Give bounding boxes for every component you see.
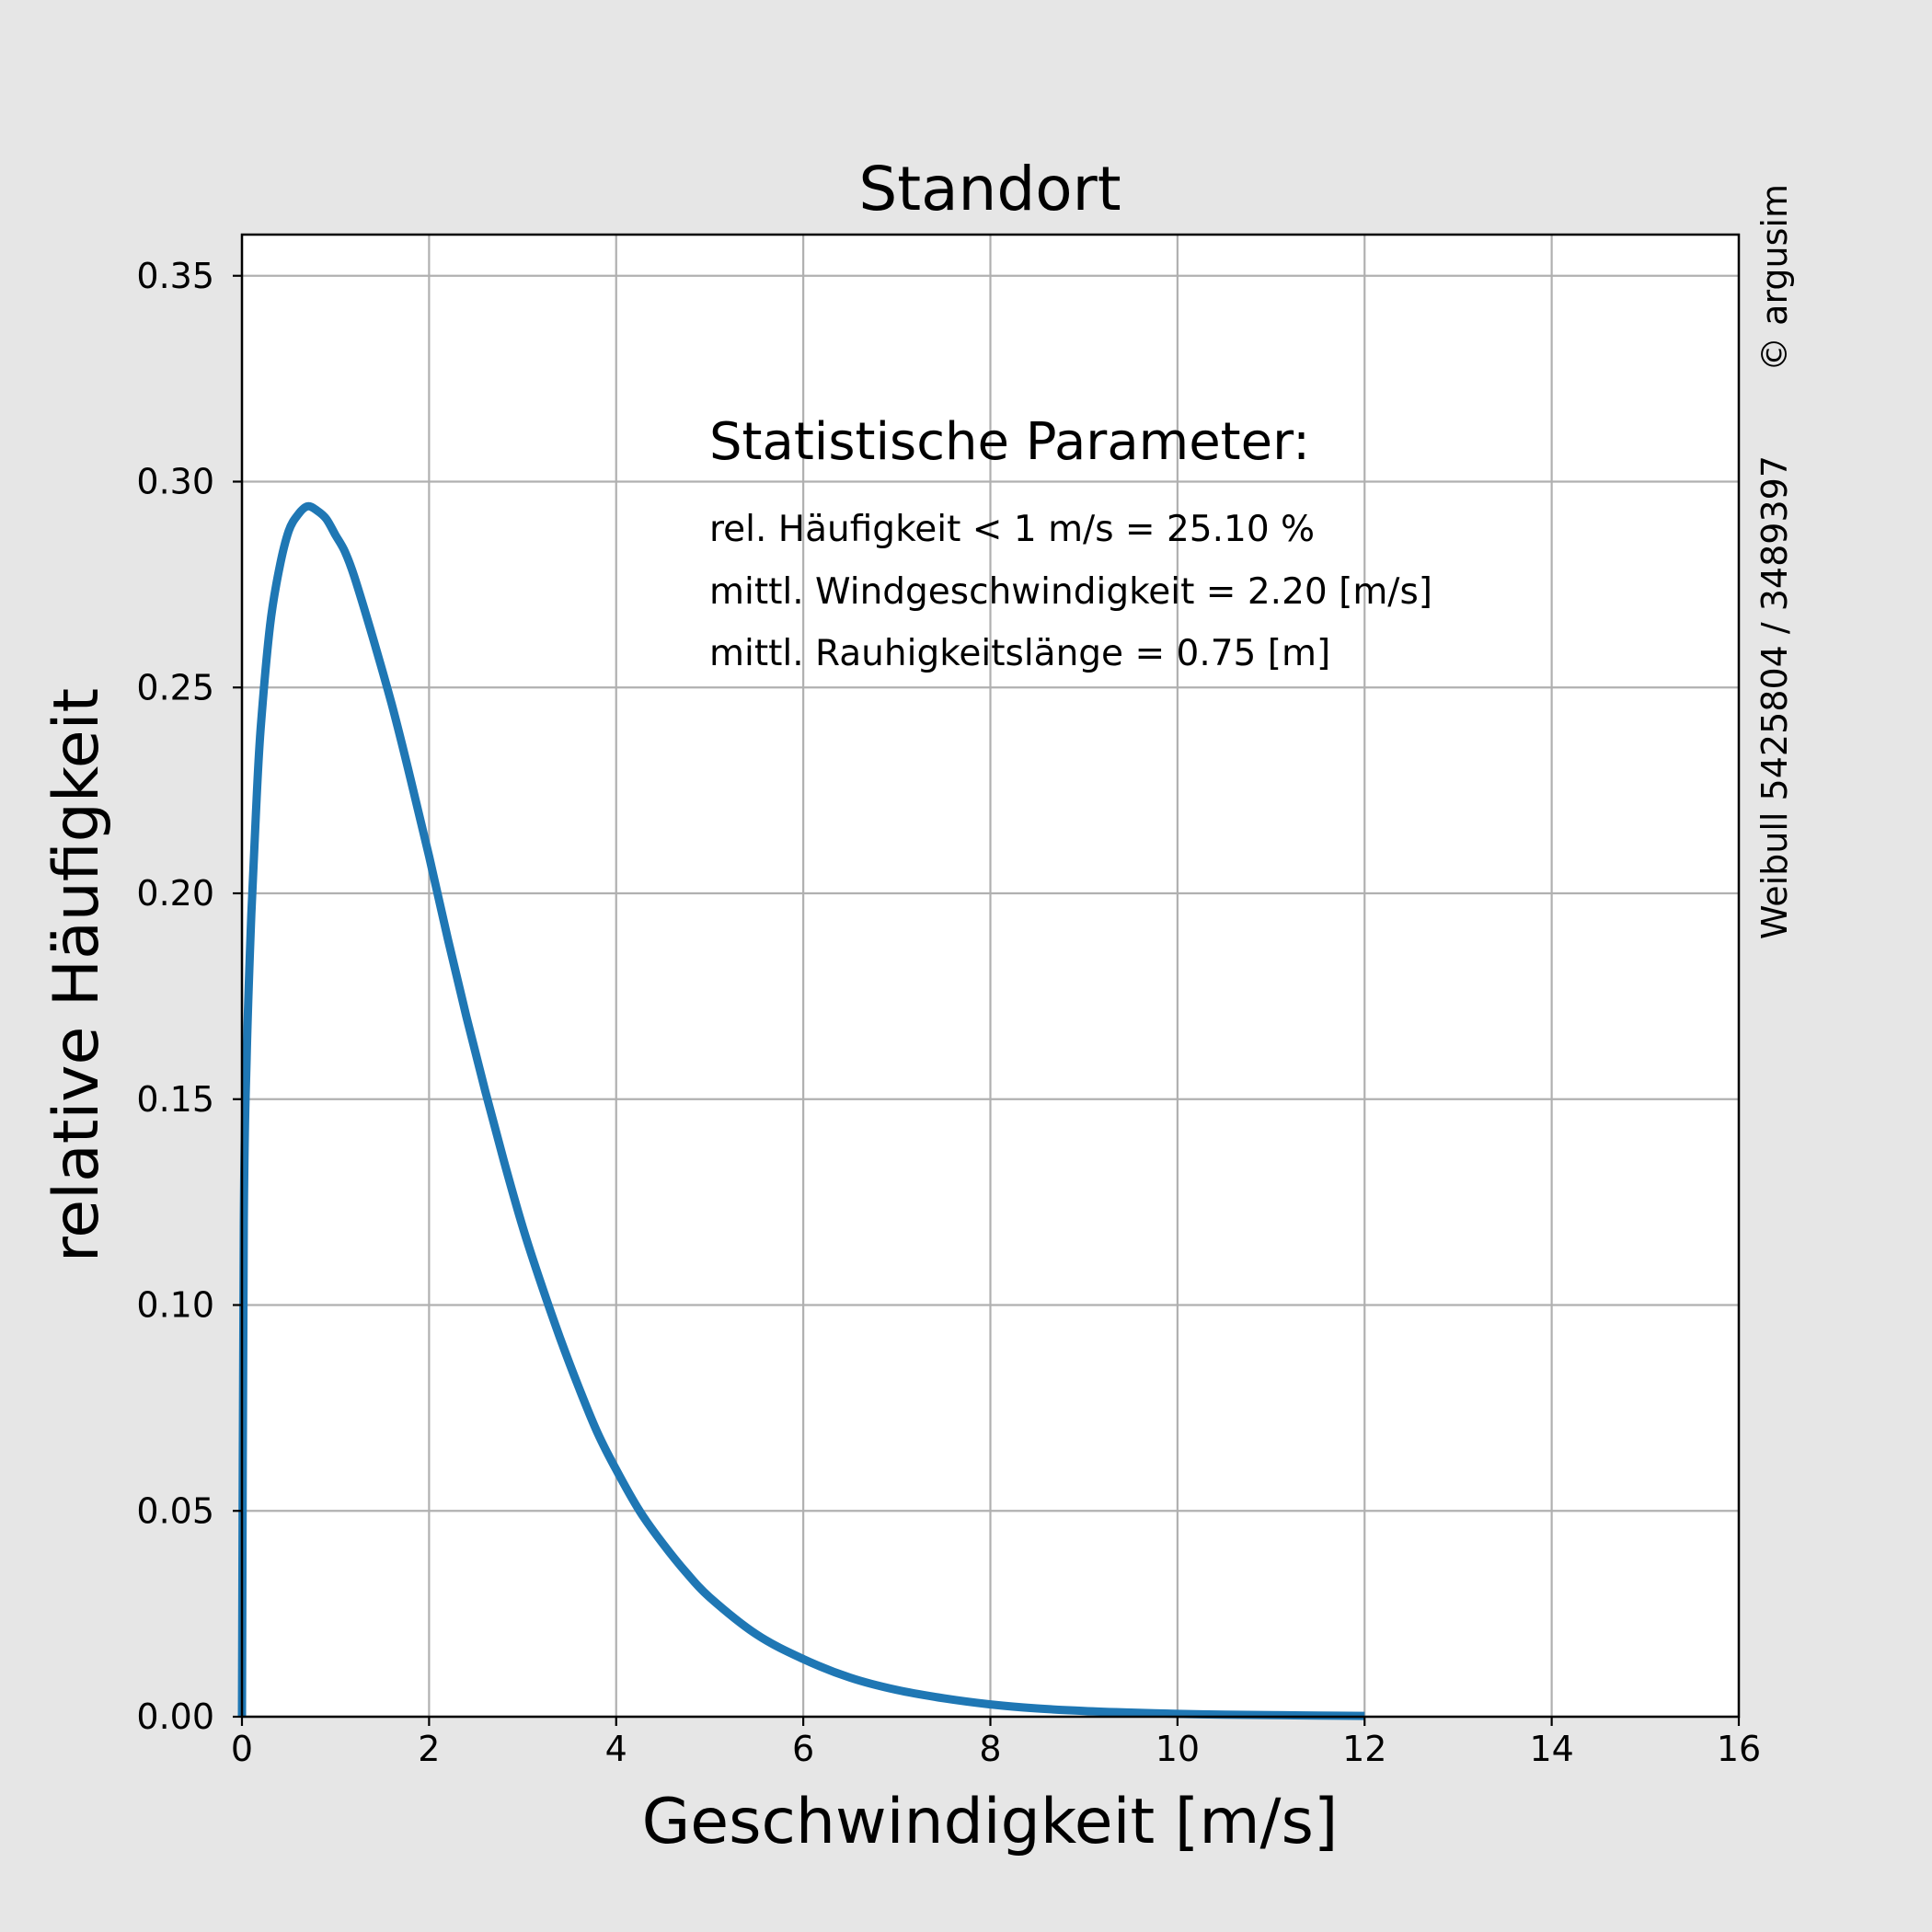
y-tick-label: 0.25 [136,667,214,707]
x-tick-label: 0 [231,1729,253,1769]
x-tick-label: 12 [1342,1729,1386,1769]
x-axis-label: Geschwindigkeit [m/s] [642,1786,1339,1858]
chart-title: Standort [858,154,1121,224]
y-tick-label: 0.00 [136,1696,214,1737]
weibull-info-text: Weibull 5425804 / 3489397 [1754,455,1795,939]
y-tick-label: 0.05 [136,1490,214,1531]
x-tick-label: 6 [792,1729,814,1769]
x-tick-label: 10 [1156,1729,1200,1769]
annotation-line-3: mittl. Rauhigkeitslänge = 0.75 [m] [709,633,1330,674]
weibull-curve [237,501,1365,1720]
y-axis-ticks: 0.00 0.05 0.10 0.15 0.20 0.25 0.30 0.35 [136,256,242,1737]
copyright-text: © argusim [1754,184,1795,372]
y-tick-label: 0.35 [136,256,214,296]
x-axis-ticks: 0 2 4 6 8 10 12 14 16 [231,1717,1761,1769]
x-tick-label: 16 [1717,1729,1761,1769]
y-tick-label: 0.30 [136,462,214,502]
annotation-heading: Statistische Parameter: [709,412,1310,472]
curve-layer [237,501,1365,1720]
x-tick-label: 14 [1529,1729,1573,1769]
x-tick-label: 8 [979,1729,1001,1769]
y-tick-label: 0.10 [136,1285,214,1326]
y-tick-label: 0.20 [136,873,214,914]
y-axis-label: relative Häufigkeit [40,688,113,1262]
x-tick-label: 2 [418,1729,440,1769]
y-tick-label: 0.15 [136,1079,214,1120]
annotation-line-1: rel. Häufigkeit < 1 m/s = 25.10 % [709,509,1315,550]
x-tick-label: 4 [605,1729,627,1769]
annotation-line-2: mittl. Windgeschwindigkeit = 2.20 [m/s] [709,571,1432,613]
